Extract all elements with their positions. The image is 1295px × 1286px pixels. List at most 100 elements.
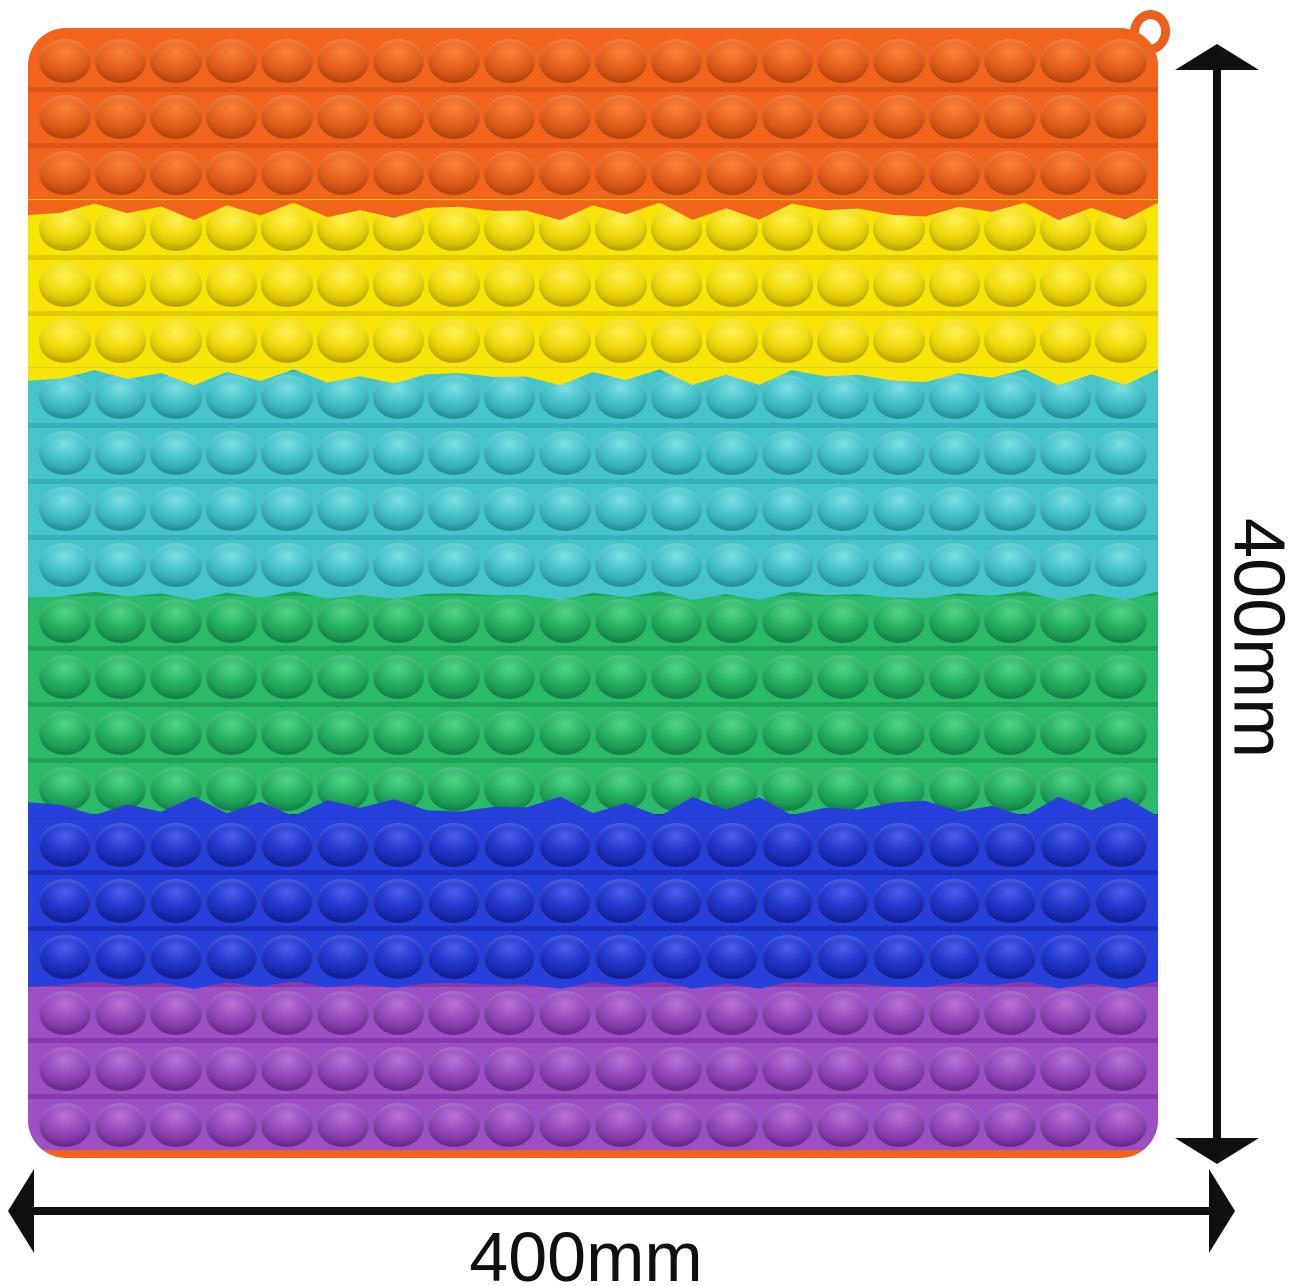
pop-bubble xyxy=(928,990,981,1035)
pop-bubble xyxy=(650,151,703,196)
pop-bubble xyxy=(817,766,869,811)
pop-bubble xyxy=(428,710,480,755)
pop-bubble xyxy=(872,1102,925,1147)
pop-bubble xyxy=(261,95,313,140)
pop-bubble xyxy=(706,822,758,867)
pop-bubble xyxy=(261,599,313,643)
pop-bubble xyxy=(205,766,258,811)
pop-bubble xyxy=(372,543,425,588)
pop-bubble xyxy=(539,1046,591,1091)
pop-bubble xyxy=(539,431,591,476)
pop-bubble xyxy=(984,39,1036,84)
pop-bubble xyxy=(1095,431,1147,476)
pop-bubble xyxy=(1039,263,1092,308)
pop-bubble xyxy=(761,654,814,699)
pop-bubble xyxy=(261,431,313,476)
pop-bubble xyxy=(483,95,536,140)
pop-bubble xyxy=(650,934,703,979)
pop-bubble xyxy=(94,319,147,364)
pop-bubble xyxy=(483,207,536,252)
pop-bubble xyxy=(928,375,981,420)
pop-bubble xyxy=(94,375,147,420)
pop-bubble xyxy=(984,990,1036,1035)
pop-bubble xyxy=(817,654,869,699)
pop-bubble xyxy=(316,431,369,476)
pop-bubble xyxy=(205,207,258,252)
pop-bubble xyxy=(872,710,925,755)
pop-bubble xyxy=(39,599,91,643)
pop-bubble xyxy=(650,878,703,923)
pop-bubble xyxy=(94,543,147,588)
pop-bubble xyxy=(205,990,258,1035)
pop-bubble xyxy=(1039,151,1092,196)
pop-bubble xyxy=(1039,990,1092,1035)
arrow-left-icon xyxy=(8,1169,34,1253)
pop-bubble xyxy=(539,543,591,588)
pop-bubble xyxy=(761,95,814,140)
pop-bubble xyxy=(872,822,925,867)
pop-bubble xyxy=(205,878,258,923)
pop-bubble xyxy=(483,934,536,979)
pop-bubble xyxy=(761,207,814,252)
bubble-row xyxy=(28,814,1158,871)
pop-bubble xyxy=(39,95,91,140)
pop-bubble xyxy=(94,431,147,476)
pop-bubble xyxy=(39,543,91,588)
pop-bubble xyxy=(872,1046,925,1091)
pop-bubble xyxy=(261,151,313,196)
pop-bubble xyxy=(650,1102,703,1147)
pop-bubble xyxy=(594,431,647,476)
pop-bubble xyxy=(316,487,369,532)
pop-bubble xyxy=(594,766,647,811)
pop-bubble xyxy=(984,375,1036,420)
pop-bubble xyxy=(150,990,202,1035)
pop-bubble xyxy=(539,319,591,364)
pop-bubble xyxy=(761,543,814,588)
pop-bubble xyxy=(483,822,536,867)
pop-bubble xyxy=(1039,487,1092,532)
pop-bubble xyxy=(706,263,758,308)
pop-bubble xyxy=(39,151,91,196)
pop-bubble xyxy=(928,151,981,196)
pop-bubble xyxy=(39,263,91,308)
pop-bubble xyxy=(316,822,369,867)
arrow-right-icon xyxy=(1209,1169,1235,1253)
pop-bubble xyxy=(706,1102,758,1147)
pop-bubble xyxy=(539,654,591,699)
pop-bubble xyxy=(483,1102,536,1147)
pop-bubble xyxy=(372,431,425,476)
pop-bubble xyxy=(594,263,647,308)
pop-bubble xyxy=(483,543,536,588)
pop-bubble xyxy=(205,654,258,699)
pop-bubble xyxy=(984,151,1036,196)
pop-bubble xyxy=(594,151,647,196)
pop-bubble xyxy=(928,95,981,140)
pop-bubble xyxy=(428,1046,480,1091)
pop-bubble xyxy=(483,431,536,476)
pop-bubble xyxy=(94,95,147,140)
pop-bubble xyxy=(94,39,147,84)
pop-bubble xyxy=(1095,934,1147,979)
pop-bubble xyxy=(594,1102,647,1147)
pop-bubble xyxy=(372,319,425,364)
pop-bubble xyxy=(316,1046,369,1091)
pop-bubble xyxy=(761,878,814,923)
pop-bubble xyxy=(316,878,369,923)
pop-bubble xyxy=(706,95,758,140)
pop-bubble xyxy=(483,487,536,532)
pop-bubble xyxy=(94,1102,147,1147)
pop-bubble xyxy=(761,431,814,476)
pop-bubble xyxy=(984,487,1036,532)
pop-bubble xyxy=(928,543,981,588)
pop-bubble xyxy=(483,1046,536,1091)
pop-bubble xyxy=(372,599,425,643)
pop-bubble xyxy=(1039,710,1092,755)
pop-bubble xyxy=(1095,263,1147,308)
pop-bubble xyxy=(372,878,425,923)
pop-bubble xyxy=(761,39,814,84)
pop-bubble xyxy=(539,487,591,532)
pop-bubble xyxy=(428,431,480,476)
pop-bubble xyxy=(706,375,758,420)
pop-bubble xyxy=(94,207,147,252)
pop-bubble xyxy=(817,878,869,923)
